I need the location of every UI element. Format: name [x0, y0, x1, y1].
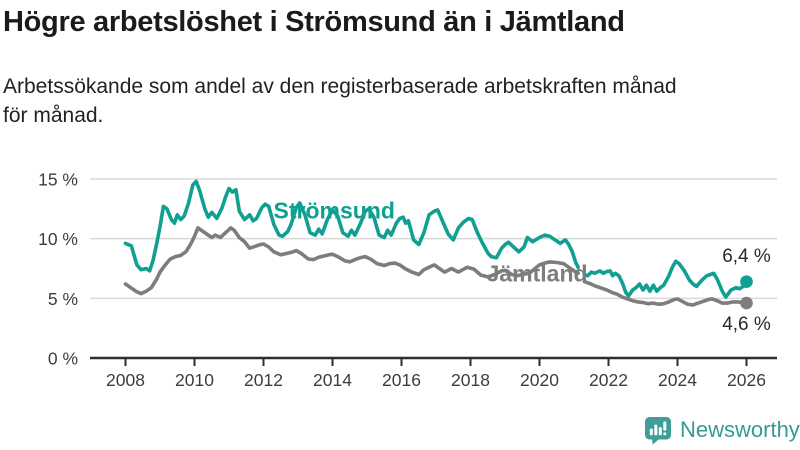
series-line-0	[582, 259, 749, 299]
end-value-label-jamtland: 4,6 %	[722, 314, 771, 336]
series-line-1	[123, 226, 580, 296]
series-label-jamtland: Jämtland	[486, 260, 588, 287]
end-value-label-stromsund: 6,4 %	[722, 245, 771, 267]
y-axis-tick-label: 15 %	[38, 170, 78, 190]
series-end-dot-1	[740, 296, 753, 310]
brand-footer: Newsworthy	[644, 415, 800, 445]
x-axis-tick-label: 2014	[313, 370, 352, 390]
x-axis-tick-label: 2020	[520, 370, 559, 390]
series-end-dot-0	[740, 275, 753, 288]
page-subtitle: Arbetssökande som andel av den registerb…	[3, 75, 677, 127]
page-title: Högre arbetslöshet i Strömsund än i Jämt…	[3, 6, 625, 38]
x-axis-tick-label: 2024	[658, 370, 697, 390]
y-axis-tick-label: 10 %	[38, 229, 78, 249]
series-line-0	[123, 179, 580, 273]
x-axis-tick-label: 2026	[727, 370, 766, 390]
y-axis-tick-label: 5 %	[48, 289, 78, 309]
newsworthy-bar-chart-bubble-icon	[645, 416, 671, 445]
x-axis-tick-label: 2008	[106, 370, 145, 390]
series-line-1	[582, 279, 749, 307]
x-axis-tick-label: 2012	[244, 370, 283, 390]
series-label-stromsund: Strömsund	[273, 197, 395, 224]
x-axis-tick-label: 2010	[175, 370, 214, 390]
x-axis-tick-label: 2022	[589, 370, 628, 390]
brand-name: Newsworthy	[680, 417, 800, 442]
x-axis-tick-label: 2016	[382, 370, 421, 390]
y-axis-tick-label: 0 %	[48, 349, 78, 369]
x-axis-tick-label: 2018	[451, 370, 490, 390]
